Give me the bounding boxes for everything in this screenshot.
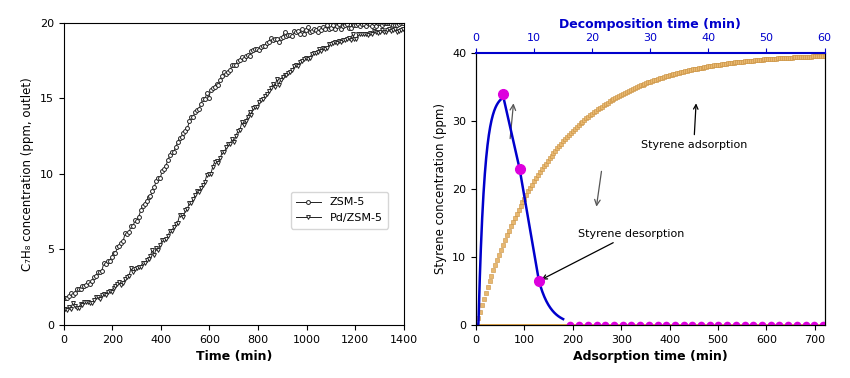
Pd/ZSM-5	[398, 26, 408, 31]
Pd/ZSM-5	[159, 237, 169, 242]
ZSM-5	[310, 28, 320, 33]
Line: Pd/ZSM-5: Pd/ZSM-5	[63, 26, 405, 312]
Pd/ZSM-5	[60, 307, 70, 311]
Legend: ZSM-5, Pd/ZSM-5: ZSM-5, Pd/ZSM-5	[291, 192, 388, 229]
Pd/ZSM-5	[283, 71, 293, 75]
Text: Styrene desorption: Styrene desorption	[542, 229, 684, 279]
ZSM-5	[345, 26, 355, 30]
ZSM-5	[178, 131, 189, 135]
ZSM-5	[157, 169, 167, 173]
ZSM-5	[281, 34, 292, 38]
Text: Styrene adsorption: Styrene adsorption	[641, 105, 747, 150]
ZSM-5	[398, 21, 408, 25]
Pd/ZSM-5	[180, 208, 190, 212]
Pd/ZSM-5	[62, 308, 72, 312]
Pd/ZSM-5	[313, 50, 323, 54]
ZSM-5	[87, 279, 97, 284]
Line: ZSM-5: ZSM-5	[63, 21, 405, 300]
X-axis label: Decomposition time (min): Decomposition time (min)	[559, 18, 741, 31]
X-axis label: Adsorption time (min): Adsorption time (min)	[573, 350, 728, 363]
ZSM-5	[363, 20, 373, 25]
Y-axis label: Styrene concentration (ppm): Styrene concentration (ppm)	[434, 104, 446, 274]
X-axis label: Time (min): Time (min)	[196, 350, 272, 363]
Pd/ZSM-5	[89, 298, 99, 302]
Pd/ZSM-5	[348, 32, 358, 36]
Y-axis label: C₇H₈ concentration (ppm, outlet): C₇H₈ concentration (ppm, outlet)	[21, 77, 34, 271]
ZSM-5	[60, 296, 70, 301]
